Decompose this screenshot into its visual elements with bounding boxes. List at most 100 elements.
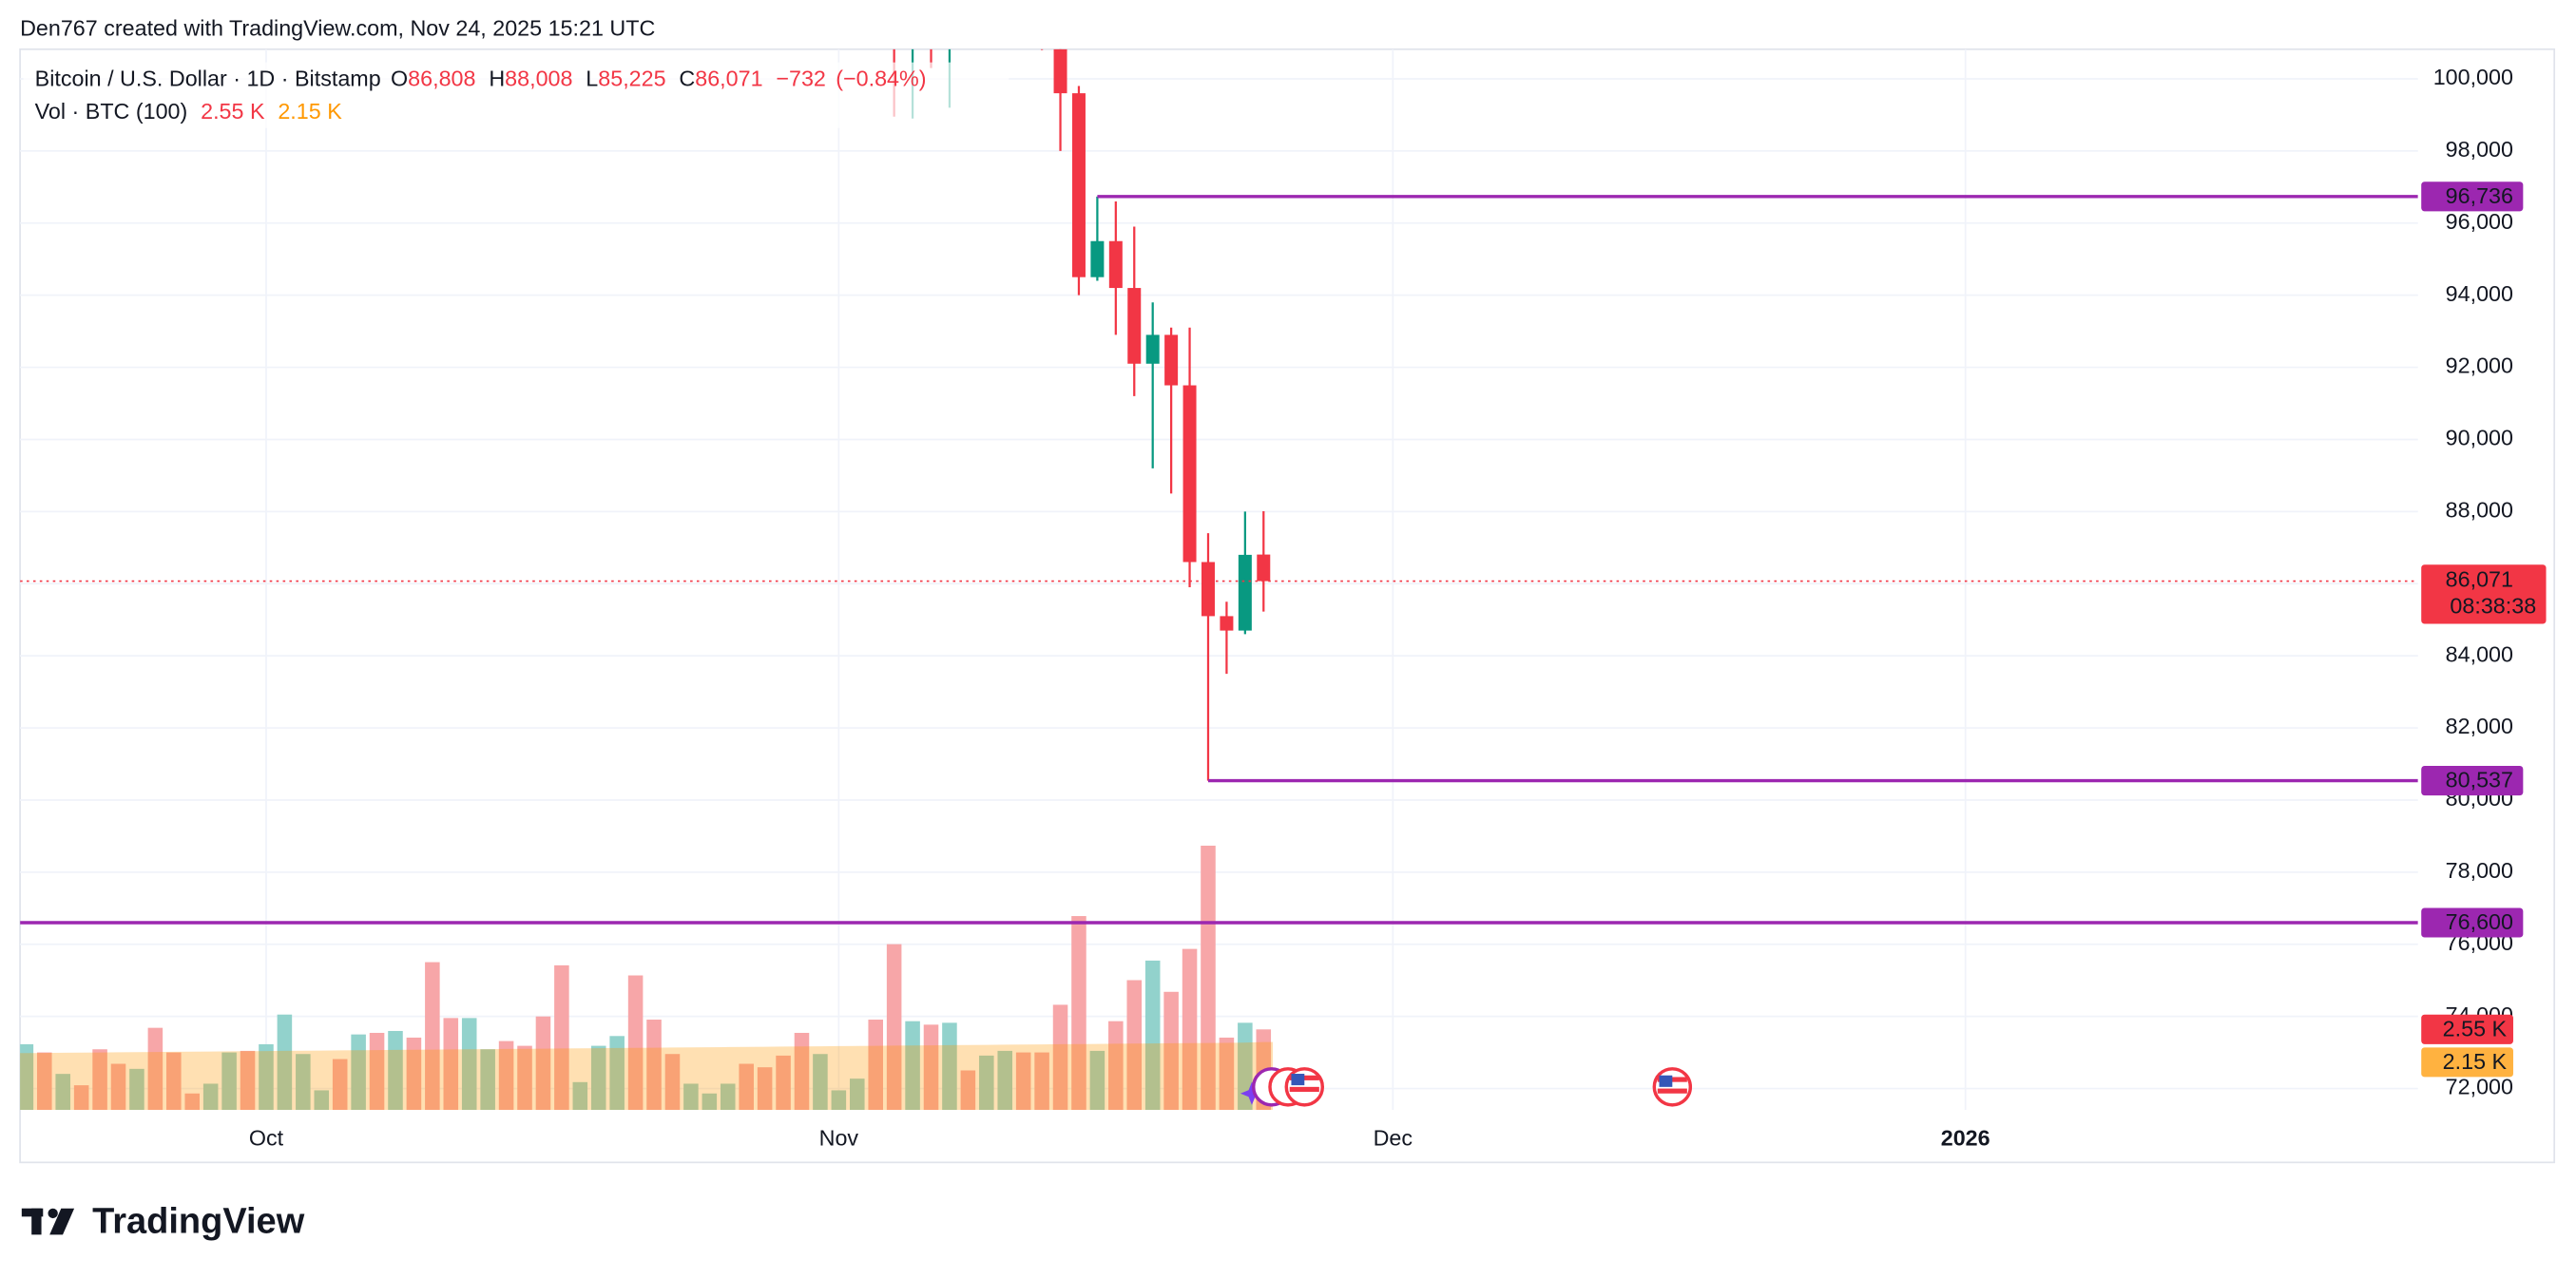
volume-bar	[1201, 845, 1216, 1111]
volume-bar	[794, 1032, 810, 1111]
volume-bar	[184, 1093, 201, 1111]
y-tick-label: 94,000	[2446, 281, 2513, 306]
volume-bar	[868, 1020, 883, 1111]
volume-bar	[443, 1018, 459, 1111]
flag-canton	[1291, 1074, 1305, 1086]
flag-stripe	[1289, 1086, 1319, 1093]
y-tick-label: 96,000	[2446, 209, 2513, 234]
legend-line: Bitcoin / U.S. Dollar · 1D · Bitstamp O86…	[35, 67, 927, 91]
volume-bar	[942, 1022, 957, 1111]
volume-bar	[739, 1063, 754, 1111]
event-icon	[1240, 1081, 1264, 1105]
volume-tag-label: 2.55 K	[2443, 1016, 2508, 1040]
volume-bar	[1034, 1052, 1049, 1111]
event-icons	[1240, 1067, 1693, 1107]
level-tag-label: 80,537	[2446, 768, 2513, 792]
change-percent: (−0.84%)	[836, 67, 926, 91]
volume-bar	[535, 1016, 551, 1111]
y-tick-label: 100,000	[2433, 65, 2513, 89]
volume-bar	[850, 1079, 865, 1111]
level-tag-label: 96,736	[2446, 183, 2513, 208]
volume-value: 2.55 K	[201, 99, 265, 124]
volume-bar	[129, 1068, 144, 1111]
volume-bar	[1015, 1052, 1031, 1111]
volume-tag	[2421, 1014, 2513, 1044]
volume-bar	[683, 1083, 699, 1111]
volume-bar	[831, 1090, 847, 1111]
volume-bar	[1219, 1037, 1235, 1111]
volume-bar	[388, 1030, 403, 1111]
legend-backdrop	[23, 62, 1009, 128]
volume-bar	[609, 1036, 625, 1111]
y-tick-label: 88,000	[2446, 498, 2513, 523]
ohlc-value: 85,225	[598, 67, 665, 91]
level-tag	[2421, 907, 2524, 938]
ohlc-label: L	[586, 67, 598, 91]
volume-bar	[20, 1043, 34, 1111]
volume-bar	[1238, 1022, 1253, 1111]
x-tick-label: Oct	[249, 1125, 284, 1150]
volume-bar	[813, 1054, 828, 1111]
ohlc-value: 86,808	[408, 67, 475, 91]
price-axis: OctNovDec202672,00074,00076,00078,00080,…	[249, 65, 2513, 1150]
volume-bar	[646, 1020, 662, 1111]
levels	[20, 195, 2418, 925]
volume-bar	[979, 1055, 994, 1111]
ohlc-value: 86,071	[695, 67, 762, 91]
logo-mark	[49, 1208, 75, 1235]
attribution: Den767 created with TradingView.com, Nov…	[20, 15, 655, 40]
flag-stripe	[1657, 1088, 1687, 1094]
volume-bar	[351, 1034, 366, 1111]
volume-ma-value: 2.15 K	[278, 99, 342, 124]
y-tick-label: 98,000	[2446, 137, 2513, 162]
volume-bar	[1108, 1021, 1124, 1111]
volume-bar	[1052, 1004, 1068, 1111]
volume-bar	[259, 1043, 274, 1111]
volume-bar	[1182, 948, 1198, 1111]
flag-canton	[1659, 1075, 1673, 1087]
volume-bar	[314, 1090, 330, 1111]
y-tick-label: 92,000	[2446, 353, 2513, 378]
volume-bar	[590, 1045, 606, 1111]
volume-bar	[498, 1040, 514, 1111]
volume-bar	[1126, 980, 1143, 1111]
volume-bar	[627, 975, 644, 1111]
candle-body	[1053, 48, 1067, 94]
candle-body	[1201, 562, 1215, 617]
grid	[20, 48, 2418, 1111]
y-tick-label: 90,000	[2446, 426, 2513, 450]
volume-bar	[517, 1045, 532, 1111]
volume-legend: Vol · BTC (100) 2.55 K 2.15 K	[35, 99, 343, 124]
volume-bar	[757, 1067, 773, 1111]
volume-bar	[664, 1054, 681, 1111]
volume-bar	[110, 1063, 126, 1111]
level-tag-label: 76,600	[2446, 909, 2513, 934]
volume-bar	[406, 1037, 422, 1111]
volume-bar	[1163, 991, 1179, 1111]
volume-bar	[776, 1055, 791, 1111]
y-tick-label: 82,000	[2446, 714, 2513, 738]
volume-bar	[332, 1059, 348, 1111]
volume-bar	[1144, 960, 1161, 1111]
volume-bar	[905, 1021, 920, 1111]
logo: TradingView	[21, 1201, 305, 1241]
candle-body	[1071, 93, 1086, 277]
volume-bar	[720, 1083, 736, 1111]
candle-body	[1220, 616, 1234, 631]
x-tick-label: Dec	[1374, 1125, 1413, 1150]
volume-bar	[240, 1050, 256, 1111]
ohlc-label: H	[489, 67, 505, 91]
symbol-title: Bitcoin / U.S. Dollar · 1D · Bitstamp	[35, 67, 381, 91]
ohlc-label: C	[679, 67, 695, 91]
volume-bar	[221, 1052, 237, 1111]
y-tick-label: 78,000	[2446, 858, 2513, 883]
volume-ma-tag-label: 2.15 K	[2443, 1049, 2508, 1074]
level-tag	[2421, 181, 2524, 212]
volume-ma-tag	[2421, 1047, 2513, 1078]
volume-bar	[202, 1083, 219, 1111]
x-tick-label: 2026	[1941, 1125, 1990, 1150]
candle-body	[1145, 334, 1160, 364]
candle-body	[1108, 240, 1123, 289]
